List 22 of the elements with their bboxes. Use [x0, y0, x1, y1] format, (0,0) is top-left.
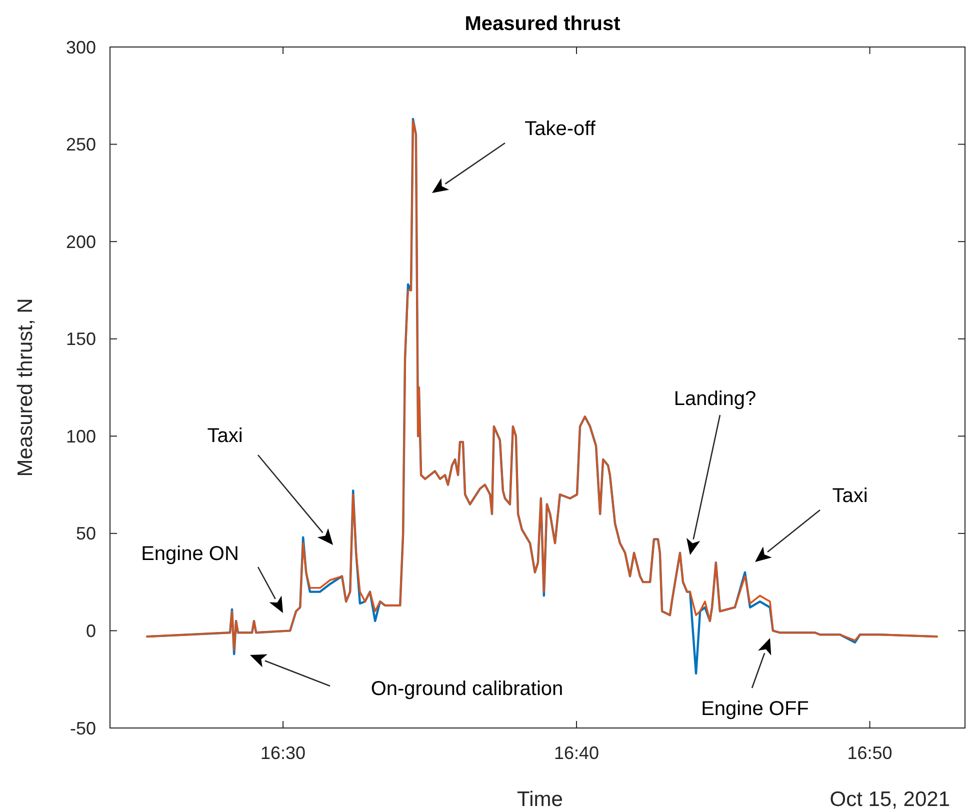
- annotation: Engine ON: [141, 543, 239, 565]
- annotation: Engine OFF: [701, 698, 809, 720]
- text: Oct 15, 2021: [830, 788, 950, 811]
- annotation: Landing?: [674, 388, 756, 410]
- annotation: Take-off: [524, 118, 596, 140]
- annotation: Taxi: [207, 425, 243, 447]
- annotation: On-ground calibration: [370, 678, 564, 700]
- y-tick-label: -50: [70, 718, 96, 738]
- y-tick-label: 0: [86, 621, 96, 642]
- y-tick-label: 50: [76, 524, 96, 544]
- y-tick-label: 100: [66, 426, 96, 446]
- y-tick-label: 300: [66, 37, 96, 58]
- x-tick-label: 16:40: [554, 743, 600, 763]
- annotation: Taxi: [832, 485, 868, 507]
- chart-title: Measured thrust: [464, 13, 621, 35]
- y-tick-label: 250: [66, 134, 96, 155]
- y-tick-label: 200: [66, 232, 96, 252]
- y-axis-title: Measured thrust, N: [14, 298, 37, 477]
- x-axis-title: Time: [517, 788, 563, 811]
- y-tick-label: 150: [66, 329, 96, 350]
- x-tick-label: 16:30: [260, 743, 306, 763]
- x-tick-label: 16:50: [847, 743, 892, 763]
